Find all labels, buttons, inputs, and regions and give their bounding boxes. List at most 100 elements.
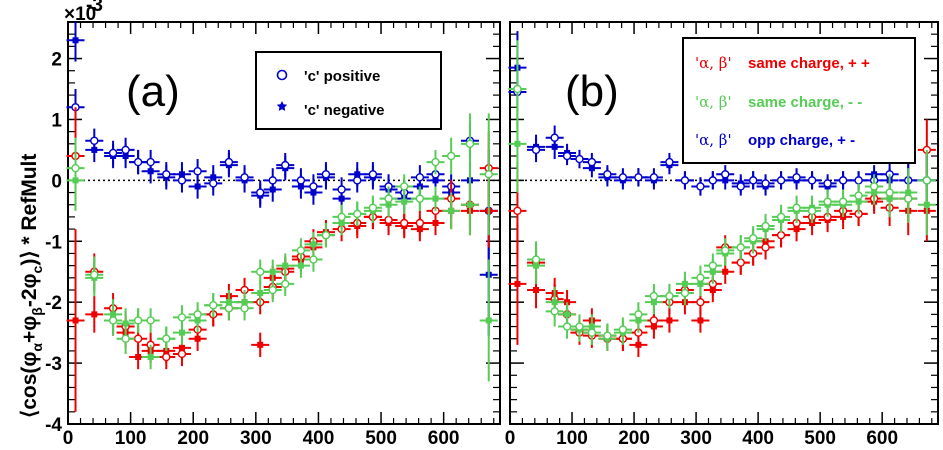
- data-point-marker: [736, 243, 745, 252]
- data-point-marker: [575, 322, 584, 331]
- data-point-marker: [603, 170, 612, 179]
- data-point-marker: [807, 206, 817, 216]
- data-point-marker: [209, 301, 218, 310]
- data-point-marker: [649, 316, 659, 325]
- data-point-marker: [146, 157, 155, 167]
- data-point-marker: [90, 136, 99, 145]
- data-point-marker: [696, 297, 705, 307]
- data-point-marker: [178, 329, 185, 336]
- data-point-marker: [776, 212, 786, 222]
- x-tick-label: 300: [680, 428, 712, 449]
- data-point-marker: [904, 194, 913, 203]
- y-tick-label: 1: [51, 110, 62, 131]
- y-tick-label: 0: [51, 171, 62, 192]
- data-point-marker: [838, 197, 848, 206]
- data-point-marker: [697, 317, 704, 324]
- x-tick-label: 0: [505, 428, 516, 449]
- data-point-marker: [603, 331, 612, 340]
- x-tick-label: 200: [177, 428, 209, 449]
- data-point-marker: [337, 212, 346, 222]
- data-point-marker: [162, 334, 171, 343]
- data-point-marker: [513, 84, 522, 94]
- x-tick-label: 400: [303, 428, 335, 449]
- data-point-marker: [268, 176, 277, 185]
- legend-a-marker-negative: [276, 101, 288, 111]
- legend-a: 'c' positive 'c' negative: [255, 51, 442, 130]
- data-point-marker: [514, 280, 521, 287]
- data-point-marker: [209, 179, 218, 188]
- series-3: [66, 107, 498, 370]
- data-point-marker: [281, 160, 290, 170]
- data-point-marker: [634, 173, 643, 182]
- ylabel-part-3: -2φ: [18, 273, 41, 307]
- data-point-marker: [257, 341, 264, 348]
- y-tick-label: -4: [45, 415, 62, 436]
- data-point-marker: [321, 170, 331, 179]
- data-point-marker: [649, 291, 659, 301]
- data-point-marker: [514, 140, 521, 147]
- data-point-marker: [761, 179, 770, 188]
- data-point-marker: [269, 268, 276, 275]
- x-tick-label: 0: [63, 428, 74, 449]
- data-point-marker: [562, 322, 572, 331]
- data-point-marker: [415, 218, 425, 228]
- data-point-marker: [533, 287, 540, 293]
- data-point-marker: [133, 157, 143, 167]
- data-point-marker: [634, 310, 643, 319]
- panel-b: 0 100 200 300 400 500 600: [505, 21, 939, 449]
- data-point-marker: [162, 352, 171, 362]
- data-point-marker: [618, 173, 628, 182]
- data-point-marker: [133, 334, 143, 343]
- data-point-marker: [587, 328, 597, 337]
- data-point-marker: [823, 197, 832, 206]
- data-point-marker: [281, 279, 290, 289]
- data-point-marker: [776, 176, 786, 185]
- series-5: [66, 113, 498, 354]
- data-point-marker: [368, 170, 378, 179]
- y-tick-label: -1: [45, 232, 62, 253]
- data-point-marker: [400, 182, 409, 191]
- x-tick-label: 600: [428, 428, 460, 449]
- x-tick-label: 500: [804, 428, 836, 449]
- data-point-marker: [550, 307, 559, 316]
- data-point-marker: [147, 354, 154, 360]
- data-point-marker: [466, 201, 473, 208]
- ylabel-part-1: ⟨cos(φ: [18, 352, 41, 418]
- data-point-marker: [224, 304, 234, 313]
- data-point-marker: [415, 173, 425, 182]
- data-point-marker: [401, 198, 408, 205]
- legend-a-label-negative: 'c' negative: [304, 102, 385, 119]
- ylabel-sub-2: β: [29, 307, 45, 316]
- data-point-marker: [121, 145, 130, 155]
- data-point-marker: [415, 194, 425, 203]
- series-4: [66, 149, 498, 382]
- data-point-marker: [296, 176, 306, 185]
- data-point-marker: [193, 167, 202, 176]
- x-tick-label: 500: [365, 428, 397, 449]
- data-point-marker: [446, 151, 456, 161]
- panel-a-label: (a): [126, 67, 180, 116]
- y-exponent-power: -3: [86, 0, 103, 16]
- legend-b-symbol-pp: 'α, β': [695, 54, 732, 72]
- data-point-marker: [224, 157, 234, 167]
- x-tick-label: 100: [115, 428, 147, 449]
- data-point-marker: [587, 157, 597, 167]
- data-point-marker: [256, 267, 265, 276]
- plot-frame: [67, 21, 501, 425]
- data-point-marker: [368, 203, 378, 212]
- data-point-marker: [748, 176, 758, 185]
- data-point-marker: [649, 173, 659, 182]
- data-point-marker: [268, 285, 277, 295]
- data-point-marker: [177, 313, 187, 322]
- data-point-marker: [72, 37, 79, 44]
- data-point-marker: [400, 218, 409, 228]
- legend-b-label-mm: same charge, - -: [748, 94, 862, 111]
- data-point-marker: [162, 170, 171, 179]
- data-point-marker: [256, 188, 265, 197]
- data-point-marker: [177, 349, 187, 359]
- data-point-marker: [792, 203, 801, 212]
- data-point-marker: [282, 262, 289, 269]
- data-point-marker: [193, 310, 202, 319]
- legend-b-box: [682, 37, 916, 164]
- data-point-marker: [885, 188, 894, 197]
